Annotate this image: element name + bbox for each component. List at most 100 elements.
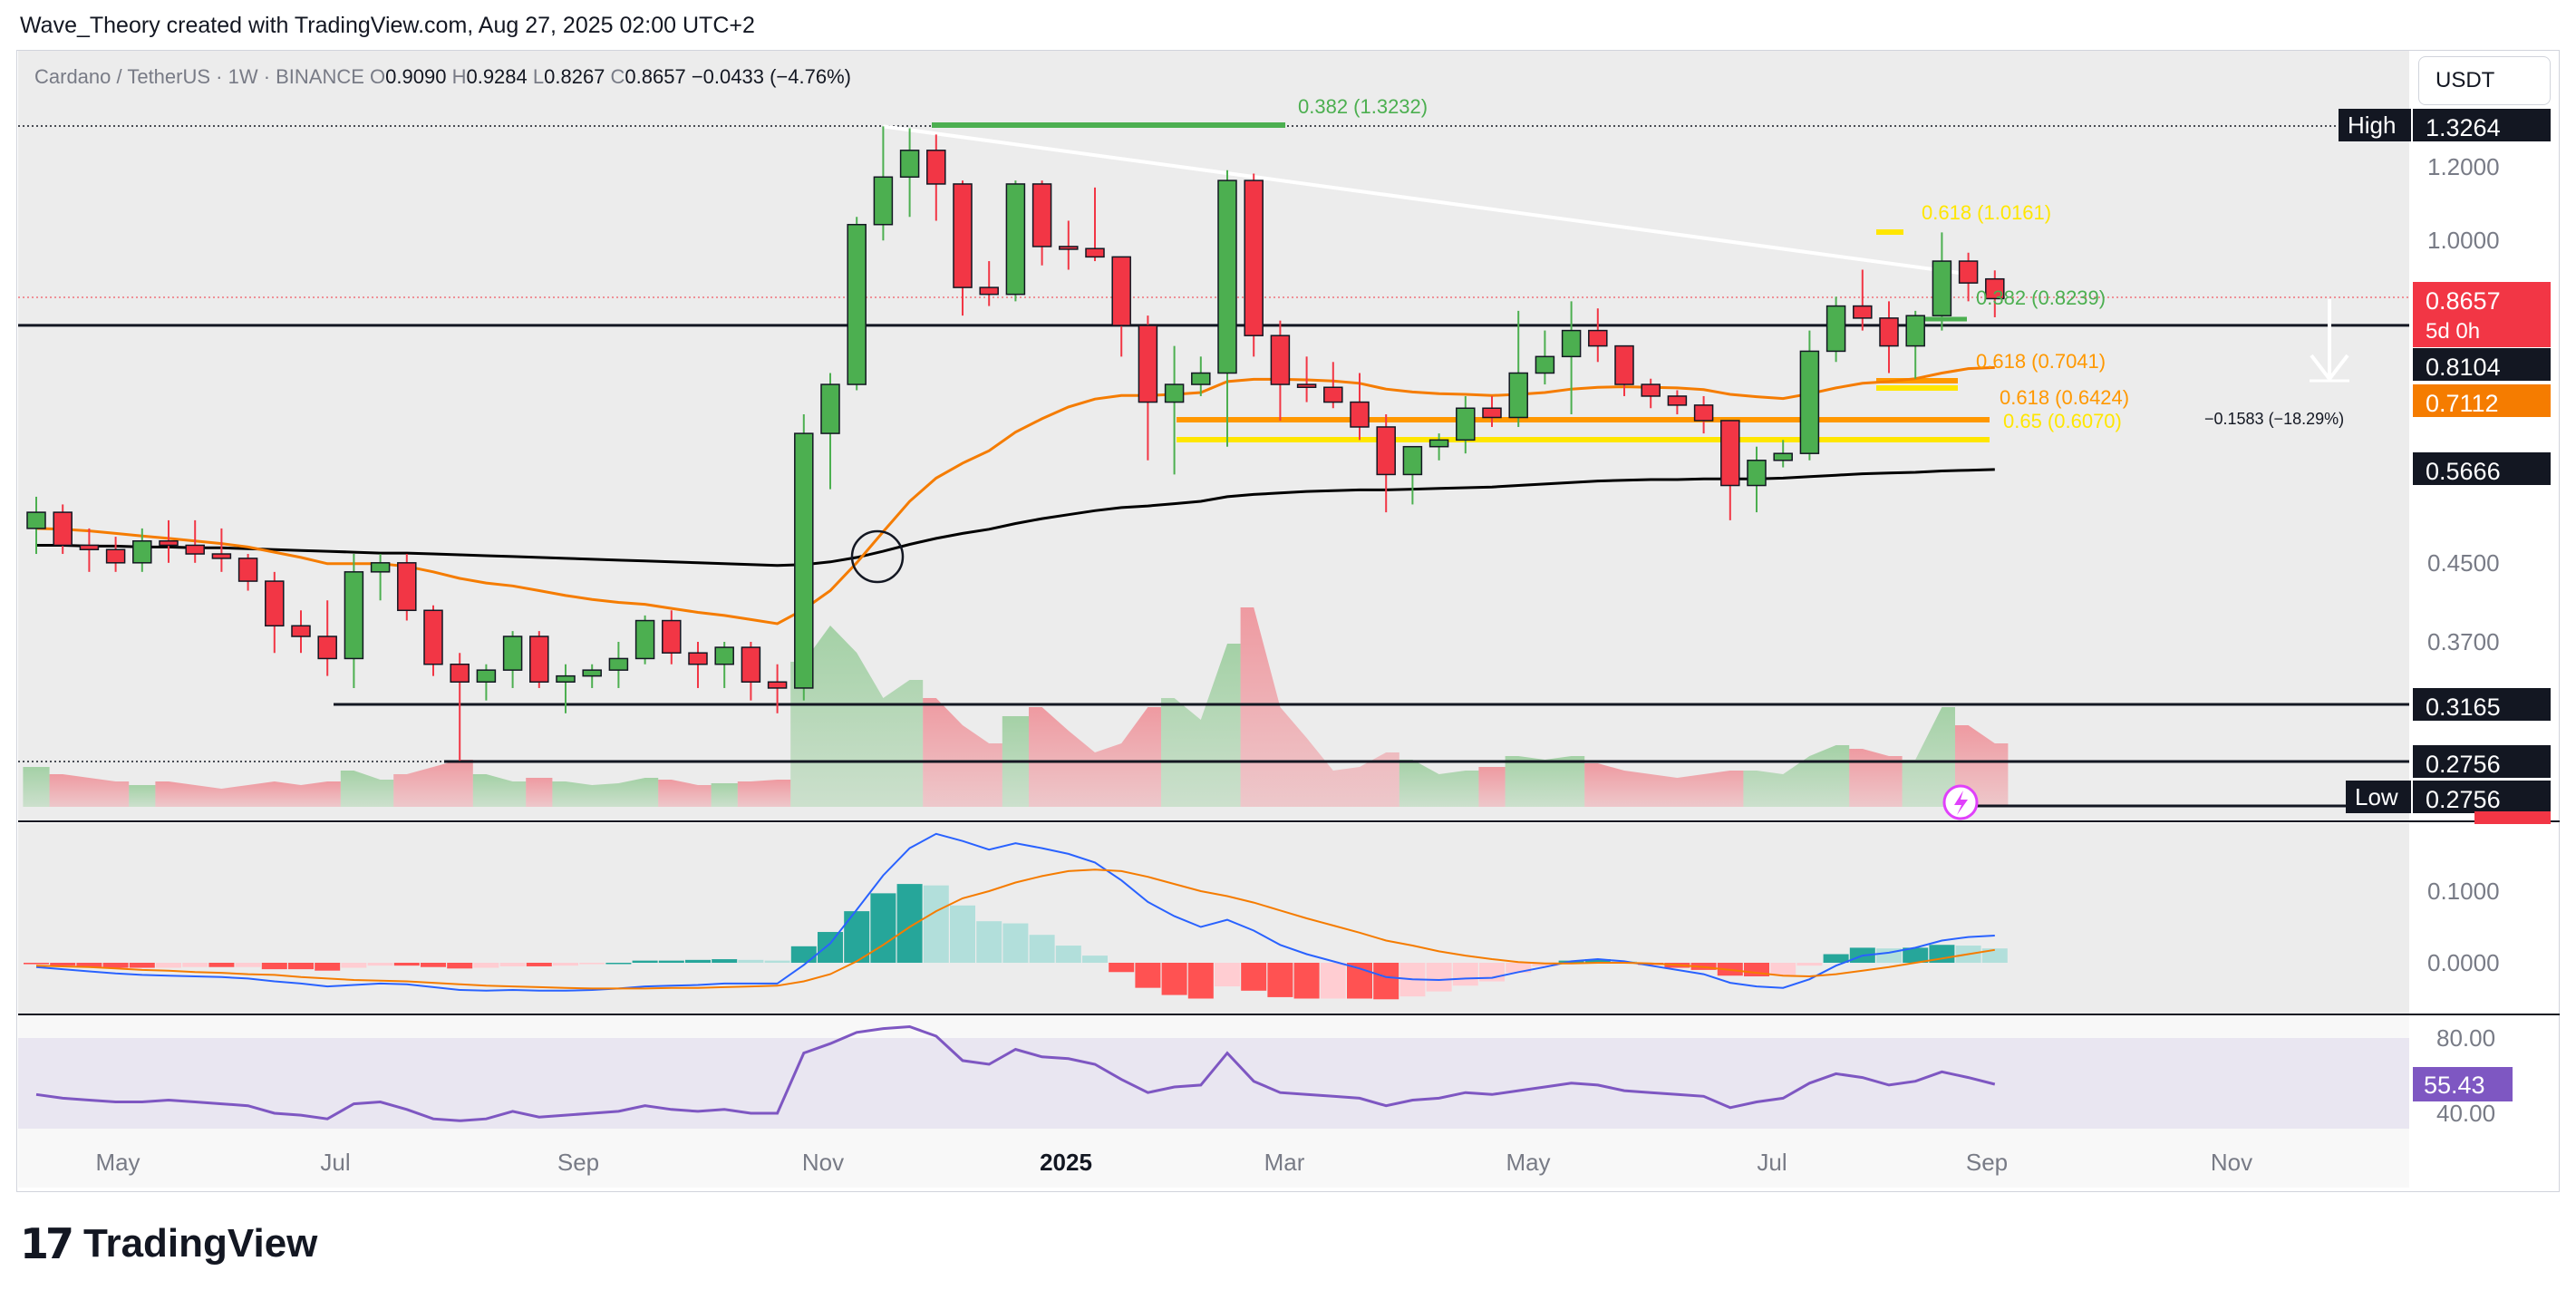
macd-histogram-bar (1373, 963, 1399, 1000)
candle[interactable] (1402, 445, 1423, 505)
candle[interactable] (159, 519, 179, 563)
candle[interactable] (1773, 440, 1793, 468)
candle[interactable] (688, 642, 708, 688)
candle[interactable] (608, 642, 629, 688)
candle[interactable] (847, 217, 867, 391)
macd-histogram-bar (950, 905, 975, 963)
candle[interactable] (794, 414, 814, 701)
candle-body (105, 548, 126, 564)
candle[interactable] (767, 664, 788, 713)
candle-body (1085, 247, 1105, 258)
rsi-value-badge: 55.43 (2413, 1067, 2513, 1101)
candle[interactable] (185, 519, 205, 563)
candle[interactable] (662, 610, 682, 665)
candle[interactable] (1111, 256, 1131, 357)
candle-body (1296, 383, 1317, 388)
candle[interactable] (476, 664, 497, 701)
candle[interactable] (1482, 395, 1502, 427)
candle-body (741, 646, 761, 684)
candle[interactable] (450, 653, 470, 762)
candle[interactable] (1958, 252, 1979, 302)
macd-histogram-bar (393, 963, 420, 966)
candle[interactable] (1561, 301, 1582, 415)
macd-histogram-bar (129, 963, 155, 968)
candle[interactable] (1164, 345, 1185, 475)
macd-histogram-bar (315, 963, 341, 971)
candle[interactable] (1799, 330, 1820, 461)
candle[interactable] (1853, 269, 1873, 331)
candle[interactable] (26, 496, 46, 555)
candle[interactable] (502, 631, 523, 688)
volume-area (658, 780, 712, 807)
candle[interactable] (1059, 220, 1079, 270)
candle[interactable] (1085, 187, 1105, 262)
candle[interactable] (1905, 310, 1925, 379)
candle[interactable] (714, 642, 734, 688)
candle[interactable] (1932, 232, 1952, 331)
candle[interactable] (1138, 315, 1158, 461)
candle[interactable] (79, 528, 100, 572)
candle-body (1350, 401, 1370, 428)
candle[interactable] (1535, 330, 1555, 385)
candle[interactable] (1641, 378, 1661, 409)
candle[interactable] (1879, 301, 1899, 374)
candle[interactable] (53, 504, 73, 555)
candle[interactable] (1005, 180, 1026, 302)
candle[interactable] (820, 373, 840, 490)
candle[interactable] (317, 600, 337, 676)
candle[interactable] (529, 631, 549, 688)
candle[interactable] (926, 134, 946, 221)
macd-histogram-bar (208, 963, 235, 967)
candle[interactable] (634, 615, 655, 665)
candle[interactable] (1825, 296, 1846, 363)
candle[interactable] (1456, 395, 1476, 454)
macd-histogram-bar (1452, 963, 1478, 986)
candle[interactable] (1667, 390, 1688, 415)
candle[interactable] (211, 528, 232, 572)
price-badge: 0.8657 5d 0h (2413, 282, 2551, 347)
candle[interactable] (291, 610, 311, 654)
candle[interactable] (582, 664, 602, 688)
candle-body (1588, 329, 1608, 347)
candle[interactable] (1270, 320, 1291, 421)
candle[interactable] (899, 128, 920, 218)
candle[interactable] (1747, 446, 1767, 513)
candle[interactable] (344, 554, 364, 688)
candle[interactable] (105, 537, 126, 572)
x-tick-label: Jul (1757, 1149, 1787, 1176)
candle[interactable] (1296, 356, 1317, 403)
candle[interactable] (1588, 308, 1608, 363)
candle[interactable] (741, 642, 761, 701)
candle[interactable] (1720, 420, 1740, 520)
candle-body (1508, 372, 1528, 419)
currency-button[interactable]: USDT (2418, 56, 2551, 105)
candle[interactable] (1323, 362, 1343, 409)
candle[interactable] (1614, 344, 1634, 396)
candle[interactable] (1191, 356, 1211, 396)
tradingview-logo[interactable]: 17 TradingView (20, 1219, 317, 1268)
candle[interactable] (397, 554, 417, 621)
candle[interactable] (1508, 310, 1528, 427)
candle[interactable] (873, 126, 894, 241)
candle-body (688, 652, 708, 665)
lightning-icon[interactable] (1942, 784, 1979, 820)
candle[interactable] (1693, 395, 1714, 434)
macd-histogram-bar (1082, 956, 1108, 963)
candle[interactable] (1985, 270, 2005, 317)
candle[interactable] (556, 664, 576, 713)
candle[interactable] (265, 571, 285, 654)
candle[interactable] (1031, 180, 1052, 266)
candle[interactable] (1350, 373, 1370, 441)
candle[interactable] (1376, 414, 1396, 513)
candle[interactable] (1428, 433, 1449, 461)
candle[interactable] (423, 605, 443, 676)
candle-body (1825, 305, 1846, 353)
candle[interactable] (1217, 170, 1237, 447)
candle[interactable] (132, 528, 152, 572)
candle[interactable] (1244, 173, 1264, 357)
candle[interactable] (953, 180, 973, 316)
candle[interactable] (370, 554, 391, 601)
candle[interactable] (979, 261, 999, 306)
candle[interactable] (237, 554, 258, 591)
